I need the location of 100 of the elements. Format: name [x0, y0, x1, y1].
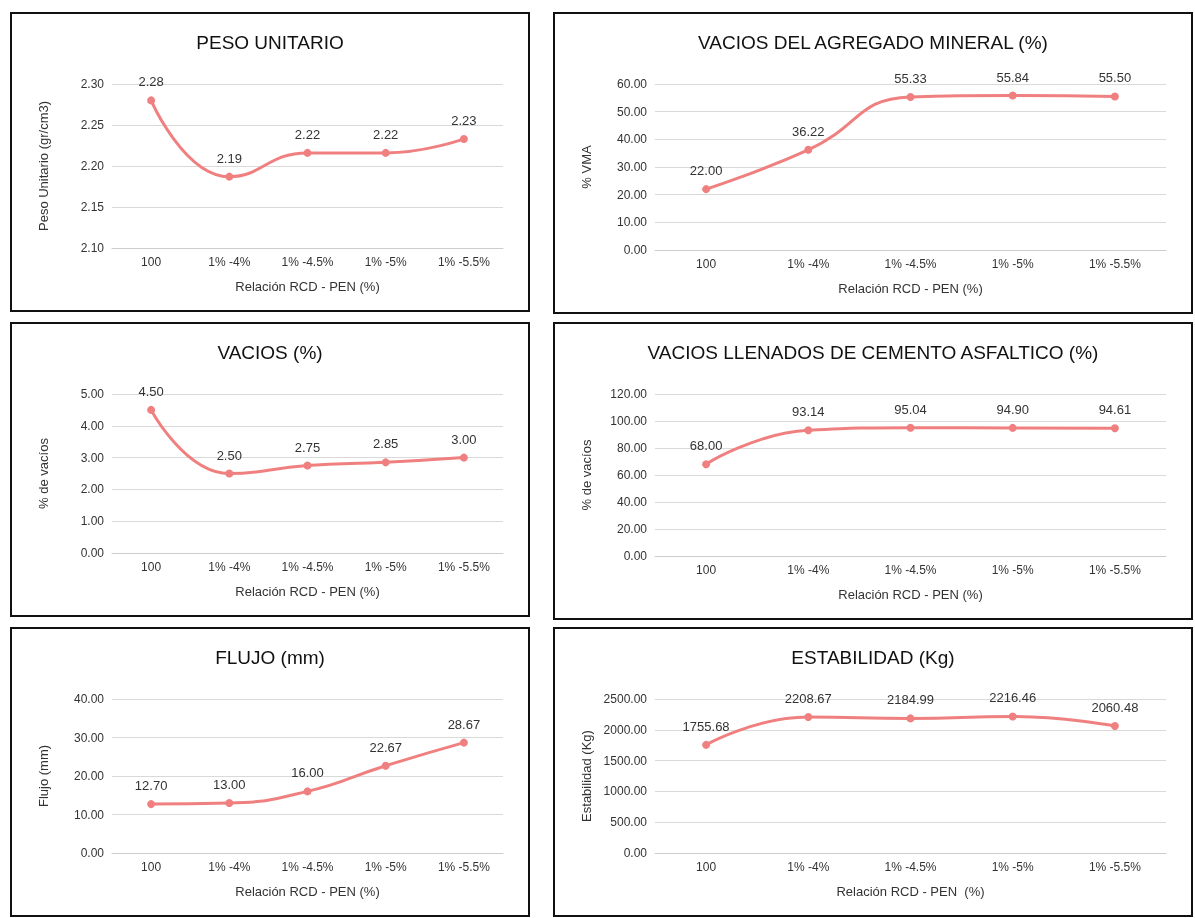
data-label: 94.61	[1098, 402, 1132, 418]
x-tick-label: 1% -5%	[364, 255, 408, 269]
point	[225, 798, 234, 807]
x-tick-label: 1% -5.5%	[1088, 860, 1142, 874]
data-label: 36.22	[792, 123, 825, 139]
data-label: 22.00	[689, 163, 723, 179]
point	[459, 134, 468, 143]
data-label: 2.75	[294, 439, 321, 455]
y-tick-label: 120.00	[610, 387, 648, 401]
data-label: 2208.67	[784, 690, 832, 706]
data-label: 2.28	[138, 74, 164, 90]
y-tick-label: 2500.00	[603, 692, 648, 706]
point	[804, 426, 813, 435]
point	[906, 92, 915, 101]
x-tick-label: 1% -4%	[787, 257, 830, 271]
y-tick-label: 0.00	[80, 846, 105, 860]
y-tick-label: 30.00	[616, 160, 648, 174]
data-label: 1755.68	[682, 718, 730, 734]
y-tick-label: 60.00	[616, 468, 648, 482]
data-label: 68.00	[689, 438, 723, 454]
y-tick-label: 1500.00	[603, 753, 648, 768]
y-tick-label: 0.00	[623, 243, 648, 257]
y-tick-label: 80.00	[616, 441, 648, 455]
data-label: 2.23	[451, 112, 477, 128]
chart-title: VACIOS (%)	[217, 342, 323, 363]
y-tick-label: 10.00	[73, 807, 105, 822]
point	[147, 800, 156, 809]
y-axis-title: Peso Unitario (gr/cm3)	[36, 100, 51, 232]
chart-title: ESTABILIDAD (Kg)	[791, 647, 955, 668]
data-label: 12.70	[134, 778, 168, 794]
y-tick-label: 0.00	[623, 846, 648, 860]
chart-title: FLUJO (mm)	[215, 647, 325, 668]
y-tick-label: 1.00	[80, 514, 105, 529]
x-tick-label: 1% -4%	[208, 255, 251, 269]
chart-title: VACIOS LLENADOS DE CEMENTO ASFALTICO (%)	[647, 342, 1099, 363]
x-tick-label: 100	[696, 563, 717, 577]
point	[1110, 92, 1119, 101]
data-label: 28.67	[447, 716, 481, 732]
y-tick-label: 10.00	[616, 215, 648, 230]
x-axis-title: Relación RCD - PEN (%)	[836, 884, 985, 899]
data-label: 2.22	[373, 126, 399, 142]
x-tick-label: 1% -4.5%	[884, 860, 937, 874]
data-label: 55.33	[894, 70, 927, 86]
x-tick-label: 1% -5%	[364, 860, 408, 874]
point	[1008, 712, 1017, 721]
data-label: 2.50	[216, 447, 242, 463]
x-tick-label: 1% -4.5%	[281, 255, 334, 269]
x-tick-label: 100	[696, 257, 717, 271]
x-tick-label: 100	[141, 560, 162, 574]
y-axis-title: Flujo (mm)	[36, 744, 51, 808]
x-axis-title: Relación RCD - PEN (%)	[235, 584, 380, 599]
point	[147, 405, 156, 414]
x-tick-label: 100	[141, 860, 162, 874]
y-tick-label: 2.00	[80, 482, 105, 497]
x-tick-label: 1% -4.5%	[281, 560, 334, 574]
x-axis-title: Relación RCD - PEN (%)	[838, 281, 983, 296]
x-tick-label: 1% -5%	[991, 257, 1035, 271]
y-axis-title: % de vacíos	[579, 439, 594, 511]
x-tick-label: 1% -4%	[208, 860, 251, 874]
data-label: 3.00	[451, 431, 477, 447]
y-tick-label: 60.00	[616, 77, 648, 91]
x-tick-label: 1% -5%	[991, 860, 1035, 874]
x-tick-label: 1% -4.5%	[884, 563, 937, 577]
y-axis-title: % VMA	[579, 145, 594, 189]
y-tick-label: 100.00	[610, 414, 648, 428]
y-tick-label: 50.00	[616, 104, 648, 119]
point	[804, 712, 813, 721]
x-tick-label: 1% -4%	[208, 560, 251, 574]
y-tick-label: 5.00	[80, 387, 105, 401]
point	[702, 185, 711, 194]
x-tick-label: 1% -5%	[991, 563, 1035, 577]
x-tick-label: 1% -5.5%	[437, 860, 491, 874]
point	[1110, 424, 1119, 433]
x-axis-title: Relación RCD - PEN (%)	[235, 279, 380, 294]
x-tick-label: 100	[141, 255, 162, 269]
data-label: 2184.99	[887, 692, 934, 708]
x-axis-title: Relación RCD - PEN (%)	[838, 587, 983, 602]
data-label: 55.50	[1098, 70, 1132, 86]
x-tick-label: 1% -4.5%	[884, 257, 937, 271]
point	[459, 453, 468, 462]
y-axis-title: Estabilidad (Kg)	[578, 730, 594, 822]
point	[303, 148, 312, 157]
point	[1008, 423, 1017, 432]
data-label: 95.04	[894, 401, 927, 417]
point	[1008, 91, 1017, 100]
point	[804, 145, 813, 154]
x-tick-label: 1% -5.5%	[1088, 257, 1142, 271]
x-tick-label: 1% -5.5%	[437, 255, 491, 269]
y-tick-label: 20.00	[73, 769, 105, 783]
y-tick-label: 1000.00	[603, 784, 648, 799]
data-label: 16.00	[291, 765, 324, 781]
y-tick-label: 0.00	[623, 549, 648, 563]
point	[225, 469, 234, 478]
y-tick-label: 3.00	[80, 450, 105, 465]
data-label: 22.67	[369, 739, 402, 755]
point	[906, 423, 915, 432]
y-tick-label: 2000.00	[603, 722, 648, 737]
point	[303, 461, 312, 470]
chart-title: VACIOS DEL AGREGADO MINERAL (%)	[698, 32, 1048, 53]
point	[381, 761, 390, 770]
